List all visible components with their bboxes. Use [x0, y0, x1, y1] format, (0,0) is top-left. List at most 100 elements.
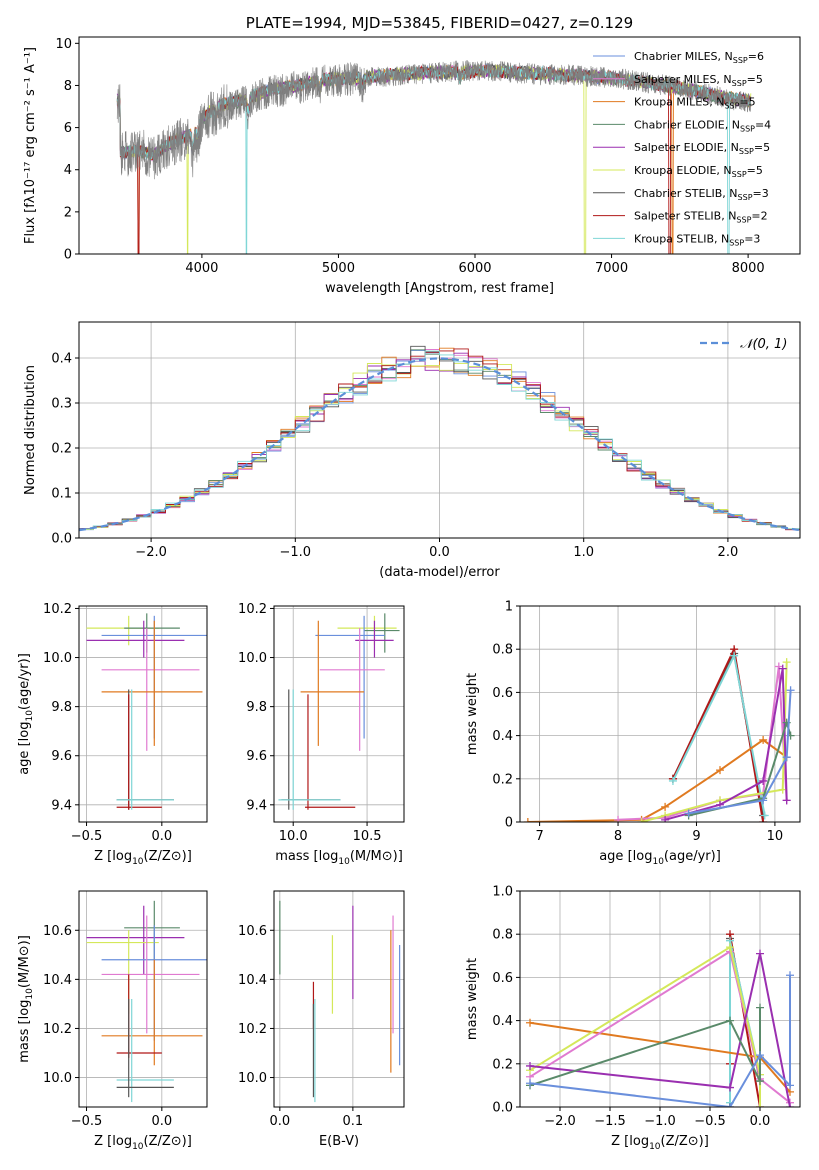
x-tick-label: −1.5 — [594, 1114, 626, 1129]
axes-frame — [78, 321, 801, 539]
errorbar-point — [101, 915, 200, 1034]
y-tick-label: 9.6 — [246, 749, 267, 764]
mass-weight-marker — [726, 1016, 734, 1025]
errorbar-point — [116, 689, 174, 810]
y-tick-label: 10.0 — [43, 651, 72, 666]
y-tick-label: 9.6 — [51, 749, 72, 764]
mass-weight-marker — [782, 796, 791, 805]
y-tick-label: 10.4 — [238, 973, 267, 988]
x-tick-label: 8000 — [732, 261, 765, 276]
mass-weight-marker — [526, 1061, 534, 1070]
y-tick-label: 0.2 — [51, 442, 72, 457]
errorbar-point — [116, 999, 174, 1103]
mass-weight-marker — [756, 1077, 764, 1086]
errorbar-point — [364, 613, 400, 653]
x-tick-label: 4000 — [185, 261, 218, 276]
spectrum-title: PLATE=1994, MJD=53845, FIBERID=0427, z=0… — [246, 14, 633, 32]
mass-weight-marker — [684, 809, 693, 818]
axes-frame — [273, 605, 405, 823]
legend-entry: Salpeter STELIB, NSSP=2 — [634, 210, 768, 225]
mass-weight-marker — [786, 971, 794, 980]
y-tick-label: 10.0 — [238, 651, 267, 666]
y-tick-label: 9.4 — [246, 798, 267, 813]
y-tick-label: 0.4 — [492, 729, 513, 744]
gaussian-curve — [79, 357, 800, 532]
x-tick-label: 0.0 — [269, 1114, 290, 1129]
mass-weight-marker — [756, 949, 764, 958]
x-axis-label: mass [log10(M/M⊙)] — [275, 849, 403, 867]
x-tick-label: 10 — [767, 829, 784, 844]
y-tick-label: 10.6 — [43, 924, 72, 939]
x-tick-label: 10.5 — [353, 829, 382, 844]
mass-weight-marker — [782, 658, 791, 667]
mass-vs-z-panel: −0.5 0.0 10.0 10.2 10.4 10.6 Z [log10(Z/Z⊙)] ma… — [17, 890, 208, 1152]
axes-frame — [519, 890, 801, 1108]
y-tick-label: 10.2 — [238, 602, 267, 617]
x-tick-label: 7000 — [595, 261, 628, 276]
x-tick-label: −1.0 — [644, 1114, 676, 1129]
x-axis-label: Z [log10(Z/Z⊙)] — [94, 1134, 192, 1152]
mass-weight-marker — [726, 943, 734, 952]
errorbar-point — [86, 620, 185, 658]
errorbar-point — [116, 694, 162, 810]
x-tick-label: 8 — [614, 829, 622, 844]
mass-weight-series — [526, 1003, 764, 1090]
errorbar-point — [101, 959, 203, 1066]
mass-weight-marker — [716, 766, 724, 775]
x-tick-label: 0.0 — [429, 545, 450, 560]
mass-weight-marker — [726, 1083, 734, 1092]
x-tick-label: 1.0 — [573, 545, 594, 560]
y-tick-label: 9.4 — [51, 798, 72, 813]
x-axis-label: E(B-V) — [319, 1134, 359, 1149]
x-tick-label: 0.1 — [343, 1114, 364, 1129]
legend-entry: Kroupa ELODIE, NSSP=5 — [634, 164, 763, 179]
x-tick-label: −2.0 — [135, 545, 167, 560]
errorbar-point — [319, 628, 385, 751]
x-tick-label: 0.0 — [151, 829, 172, 844]
x-axis-label: age [log10(age/yr)] — [599, 849, 721, 867]
errorbar-point — [278, 689, 341, 810]
mass-weight-marker — [661, 815, 670, 822]
y-tick-label: 0 — [64, 248, 72, 263]
y-tick-label: 1.0 — [492, 885, 513, 900]
errorbar-point — [124, 613, 180, 653]
x-tick-label: 2.0 — [718, 545, 739, 560]
y-tick-label: 10.2 — [238, 1022, 267, 1037]
y-tick-label: 4 — [64, 163, 72, 178]
mass-weight-marker — [786, 686, 795, 695]
mass-weight-marker — [526, 1079, 534, 1088]
y-axis-label: Flux [fλ10⁻¹⁷ erg cm⁻² s⁻¹ A⁻¹] — [23, 47, 38, 244]
x-tick-label: 9 — [692, 829, 700, 844]
errorbar-point — [86, 905, 185, 975]
mass-weight-series — [684, 686, 795, 818]
legend-entry: Chabrier MILES, NSSP=6 — [634, 50, 764, 65]
y-axis-label: mass weight — [465, 673, 480, 755]
residuals-panel: −2.0 −1.0 0.0 1.0 2.0 0.0 0.1 0.2 0.3 0.4 (data-mo… — [23, 321, 801, 580]
age-vs-z-panel: −0.5 0.0 9.4 9.6 9.8 10.0 10.2 Z [log10(Z/Z⊙)] a… — [17, 602, 208, 867]
y-tick-label: 0.3 — [51, 397, 72, 412]
x-tick-label: 6000 — [458, 261, 491, 276]
y-tick-label: 0.4 — [492, 1014, 513, 1029]
legend-entry: 𝒩(0, 1) — [740, 337, 787, 352]
age-vs-mass-panel: 10.0 10.5 9.4 9.6 9.8 10.0 10.2 mass [log10(M/M… — [238, 602, 405, 867]
errorbar-point — [86, 930, 159, 1014]
mass-weight-marker — [759, 796, 768, 805]
weight_vs_age-plot-area — [520, 606, 800, 822]
x-axis-label: wavelength [Angstrom, rest frame] — [325, 281, 554, 296]
y-tick-label: 10.6 — [238, 924, 267, 939]
y-tick-label: 8 — [64, 79, 72, 94]
y-tick-label: 0.0 — [51, 532, 72, 547]
x-tick-label: 0.0 — [750, 1114, 771, 1129]
mass-weight-marker — [661, 802, 670, 811]
model-spectrum-line — [116, 64, 752, 254]
y-axis-label: age [log10(age/yr)] — [17, 653, 35, 775]
mass-weight-marker — [756, 1051, 764, 1060]
errorbar-point — [101, 620, 203, 746]
legend-entry: Kroupa MILES, NSSP=5 — [634, 96, 756, 111]
y-tick-label: 0.8 — [492, 928, 513, 943]
weight-vs-age-panel: 7 8 9 10 0 0.2 0.4 0.6 0.8 1 age [log10(age/yr)] ma… — [465, 600, 801, 867]
mass-weight-series — [526, 971, 794, 1107]
mass-weight-line — [688, 690, 792, 815]
axes-frame — [519, 605, 801, 823]
